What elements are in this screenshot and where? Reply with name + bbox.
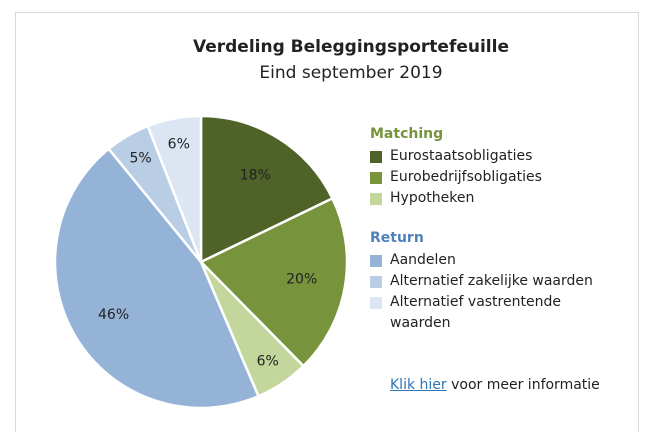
legend-swatch <box>370 193 382 205</box>
info-text: voor meer informatie <box>451 377 600 393</box>
legend-swatch <box>370 276 382 288</box>
legend-group-title: Matching <box>370 126 444 142</box>
legend-label: Eurobedrijfsobligaties <box>390 169 542 185</box>
card <box>15 12 639 432</box>
pie-slice <box>146 114 203 263</box>
info-link[interactable]: Klik hier <box>390 377 447 393</box>
legend-swatch <box>370 255 382 267</box>
slice-label: 5% <box>129 151 151 167</box>
legend-gap <box>370 209 620 228</box>
legend-item: Aandelen <box>370 250 600 271</box>
slice-label: 20% <box>286 271 317 287</box>
pie-slice <box>198 196 349 368</box>
slice-label: 18% <box>240 167 271 183</box>
legend-item: Alternatief vastrentende waarden <box>370 292 600 334</box>
pie-slice <box>199 114 335 264</box>
legend-swatch <box>370 151 382 163</box>
legend-item: Eurobedrijfsobligaties <box>370 167 600 188</box>
chart-subtitle: Eind september 2019 <box>259 63 442 83</box>
legend-item: Hypotheken <box>370 188 600 209</box>
legend-label: Alternatief vastrentende waarden <box>390 294 561 331</box>
legend-label: Aandelen <box>390 252 456 268</box>
info-line: Klik hier voor meer informatie <box>390 377 600 393</box>
pie-slice <box>53 147 261 410</box>
legend-label: Eurostaatsobligaties <box>390 148 533 164</box>
legend-swatch <box>370 297 382 309</box>
legend-swatch <box>370 172 382 184</box>
legend: Matching Eurostaatsobligaties Eurobedrijfs… <box>370 124 620 334</box>
legend-label: Hypotheken <box>390 190 475 206</box>
slice-label: 6% <box>168 136 190 152</box>
legend-item: Alternatief zakelijke waarden <box>370 271 600 292</box>
slice-label: 46% <box>98 307 129 323</box>
legend-item: Eurostaatsobligaties <box>370 146 600 167</box>
chart-title: Verdeling Beleggingsportefeuille <box>193 37 509 57</box>
slice-label: 6% <box>257 353 279 369</box>
legend-label: Alternatief zakelijke waarden <box>390 273 593 289</box>
legend-group-title: Return <box>370 230 424 246</box>
